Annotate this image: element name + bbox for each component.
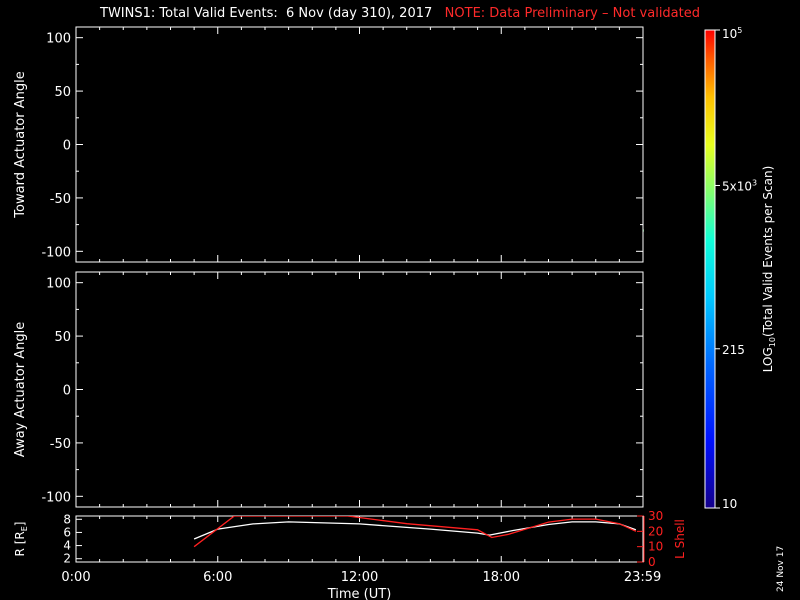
chart-title: TWINS1: Total Valid Events: 6 Nov (day 3… [0,6,800,21]
time-tick-label: 12:00 [341,570,378,585]
title-note: NOTE: Data Preliminary – Not validated [444,6,700,21]
orbit-left-label-sub: E [20,526,29,531]
orbit-right-tick-label: 20 [648,524,663,538]
orbit-right-tick-label: 0 [648,555,656,569]
colorbar-label-main: LOG [761,347,775,372]
ytick-label-toward: 100 [46,32,71,47]
series-line-r [193,521,637,540]
colorbar-tick-label: 10 [722,497,737,511]
orbit-left-tick-label: 2 [63,552,71,566]
time-tick-label: 18:00 [483,570,520,585]
colorbar-tick-base: 10 [722,27,737,41]
colorbar-gradient [704,29,716,509]
series-line-l-shell [193,516,637,548]
colorbar-tick-exp: 5 [737,26,742,35]
ytick-label-away: 0 [63,384,71,399]
time-axis-label: Time (UT) [327,587,392,600]
colorbar-tick-base: 5x10 [722,179,752,193]
ylabel-away: Away Actuator Angle [13,322,28,457]
ytick-label-away: 50 [54,330,71,345]
panel-frame-away [75,271,644,508]
colorbar-tick-label: 5x103 [722,178,757,193]
title-main: TWINS1: Total Valid Events: 6 Nov (day 3… [100,6,433,21]
ytick-label-toward: -50 [50,192,71,207]
orbit-right-tick-label: 30 [648,509,663,523]
colorbar-label-rest: (Total Valid Events per Scan) [761,166,775,337]
colorbar-label-sub: 10 [768,337,777,347]
ylabel-toward: Toward Actuator Angle [13,71,28,218]
colorbar-tick-exp: 3 [752,178,757,187]
orbit-right-tick-label: 10 [648,540,663,554]
orbit-left-tick-label: 8 [63,512,71,526]
colorbar-label: LOG10(Total Valid Events per Scan) [761,166,777,373]
time-tick-label: 6:00 [203,570,232,585]
date-stamp: 24 Nov 17 [776,545,786,592]
ytick-label-away: -50 [50,437,71,452]
orbit-left-tick-label: 6 [63,525,71,539]
orbit-left-label-main: R [R [13,531,27,556]
orbit-lines-layer [193,516,637,548]
time-tick-label: 23:59 [624,570,661,585]
time-tick-label: 0:00 [61,570,90,585]
orbit-left-tick-label: 4 [63,539,71,553]
orbit-left-label-end: ] [13,522,27,527]
colorbar-tick-label: 105 [722,26,742,41]
ytick-label-toward: -100 [41,245,71,260]
ytick-label-away: -100 [41,490,71,505]
colorbar-tick-label: 215 [722,343,745,357]
orbit-left-label: R [RE] [13,522,29,557]
ytick-label-away: 100 [46,277,71,292]
panel-frame-toward [75,26,644,263]
ytick-label-toward: 0 [63,139,71,154]
orbit-right-label: L Shell [673,519,687,559]
ytick-label-toward: 50 [54,85,71,100]
